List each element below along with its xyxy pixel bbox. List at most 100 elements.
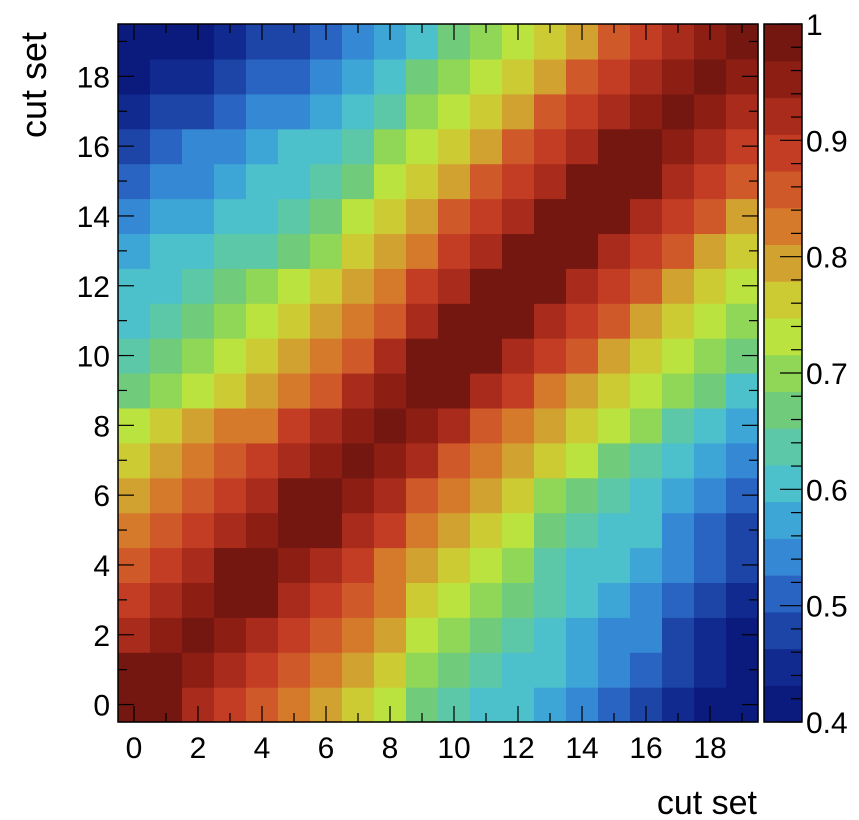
heatmap-cell: [470, 373, 503, 409]
heatmap-cell: [150, 582, 183, 618]
y-axis-title: cut set: [13, 32, 54, 138]
heatmap-cell: [342, 163, 375, 200]
colorbar-axis: 0.4 0.5 0.6 0.7 0.8 0.9 1: [780, 9, 848, 740]
heatmap-cell: [246, 93, 279, 130]
heatmap-cell: [566, 373, 599, 409]
heatmap-cell: [534, 233, 567, 269]
heatmap-cell: [150, 163, 183, 200]
heatmap-cell: [278, 512, 311, 549]
heatmap-cell: [182, 198, 215, 234]
heatmap-cell: [406, 512, 439, 549]
colorbar-swatch: [764, 575, 802, 613]
heatmap-cell: [246, 338, 279, 374]
heatmap-cell: [694, 198, 727, 234]
heatmap-cell: [630, 268, 663, 304]
heatmap-cell: [630, 58, 663, 95]
colorbar-tick-label: 0.7: [806, 358, 848, 391]
heatmap-cell: [214, 547, 247, 583]
heatmap-cell: [630, 652, 663, 688]
heatmap-cell: [534, 163, 567, 200]
heatmap-cell: [566, 652, 599, 688]
heatmap-cell: [214, 373, 247, 409]
heatmap-cell: [342, 93, 375, 130]
heatmap-cell: [502, 442, 535, 479]
colorbar-tick-label: 0.9: [806, 125, 848, 158]
heatmap-cell: [278, 338, 311, 374]
heatmap-cell: [598, 128, 631, 165]
colorbar-swatch: [764, 207, 802, 246]
heatmap-cell: [214, 477, 247, 514]
heatmap-cell: [662, 373, 695, 409]
x-tick-label: 8: [382, 732, 399, 765]
heatmap-cell: [246, 407, 279, 444]
heatmap-cell: [278, 442, 311, 479]
heatmap-cell: [470, 198, 503, 234]
heatmap-cell: [502, 582, 535, 618]
heatmap-cell: [214, 512, 247, 549]
heatmap-cell: [566, 58, 599, 95]
x-tick-label: 14: [565, 732, 598, 765]
heatmap-cell: [566, 198, 599, 234]
heatmap-cell: [662, 268, 695, 304]
heatmap-cell: [310, 617, 343, 653]
heatmap-cell: [438, 442, 471, 479]
y-tick-label: 10: [77, 341, 110, 374]
heatmap-cell: [278, 163, 311, 200]
heatmap-cell: [694, 233, 727, 269]
x-tick-label: 18: [693, 732, 726, 765]
heatmap-cell: [246, 477, 279, 514]
heatmap-cell: [662, 163, 695, 200]
heatmap-cell: [662, 652, 695, 688]
heatmap-cell: [502, 303, 535, 339]
heatmap-cell: [278, 477, 311, 514]
heatmap-cell: [182, 303, 215, 339]
heatmap-cell: [278, 582, 311, 618]
heatmap-cell: [214, 303, 247, 339]
colorbar-swatch: [764, 428, 802, 466]
heatmap-cell: [182, 163, 215, 200]
heatmap-cell: [342, 128, 375, 165]
heatmap-cell: [246, 233, 279, 269]
heatmap-cell: [694, 582, 727, 618]
heatmap-cell: [470, 93, 503, 130]
heatmap-cell: [342, 198, 375, 234]
colorbar-swatch: [764, 391, 802, 429]
heatmap-cell: [182, 373, 215, 409]
x-tick-label: 10: [437, 732, 470, 765]
heatmap-cell: [438, 617, 471, 653]
heatmap-cell: [662, 512, 695, 549]
heatmap-cell: [502, 407, 535, 444]
colorbar-tick-label: 0.5: [806, 591, 848, 624]
heatmap-cell: [182, 477, 215, 514]
x-axis-title: cut set: [657, 784, 758, 820]
heatmap-cell: [630, 338, 663, 374]
heatmap-cell: [310, 442, 343, 479]
heatmap-cell: [342, 442, 375, 479]
heatmap-cell: [182, 617, 215, 653]
heatmap-cell: [310, 582, 343, 618]
heatmap-cell: [694, 373, 727, 409]
heatmap-cell: [150, 547, 183, 583]
heatmap-cell: [470, 407, 503, 444]
heatmap-cell: [310, 128, 343, 165]
heatmap-cell: [214, 163, 247, 200]
heatmap-cell: [534, 582, 567, 618]
heatmap-cell: [374, 93, 407, 130]
heatmap-cell: [310, 512, 343, 549]
heatmap-cell: [342, 407, 375, 444]
heatmap-cell: [374, 477, 407, 514]
heatmap-cell: [374, 373, 407, 409]
heatmap-cell: [502, 652, 535, 688]
heatmap-cell: [406, 128, 439, 165]
heatmap-cell: [342, 233, 375, 269]
heatmap-cell: [502, 93, 535, 130]
y-tick-label: 0: [93, 690, 110, 723]
heatmap-cell: [470, 477, 503, 514]
heatmap-cell: [214, 617, 247, 653]
heatmap-cell: [470, 163, 503, 200]
colorbar-swatch: [764, 648, 802, 686]
heatmap-cell: [694, 338, 727, 374]
heatmap-cell: [406, 93, 439, 130]
heatmap-cell: [694, 93, 727, 130]
heatmap-cell: [534, 198, 567, 234]
